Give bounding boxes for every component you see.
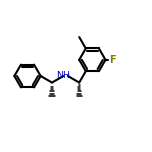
Text: NH: NH	[56, 71, 70, 81]
Text: F: F	[109, 55, 115, 65]
